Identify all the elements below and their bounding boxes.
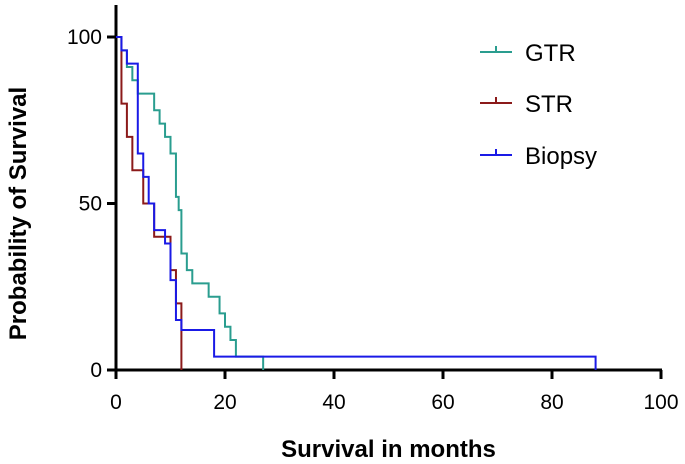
axes bbox=[114, 5, 662, 372]
ticks: 0 50 100 0 20 40 60 80 100 bbox=[67, 26, 679, 414]
series-line-biopsy bbox=[116, 36, 597, 370]
legend-label-str: STR bbox=[525, 91, 573, 118]
x-tick-label: 60 bbox=[431, 391, 454, 414]
series-lines bbox=[116, 36, 597, 370]
series-line-gtr bbox=[116, 36, 265, 370]
x-tick-label: 0 bbox=[110, 391, 122, 414]
x-tick-label: 100 bbox=[643, 391, 678, 414]
legend-label-gtr: GTR bbox=[525, 40, 576, 67]
x-axis-title: Survival in months bbox=[281, 436, 496, 463]
x-tick-label: 20 bbox=[213, 391, 236, 414]
y-tick-label: 0 bbox=[90, 359, 102, 382]
y-axis-title: Probability of Survival bbox=[5, 87, 32, 340]
y-tick-label: 100 bbox=[67, 26, 102, 49]
y-tick-label: 50 bbox=[79, 193, 102, 216]
x-tick-label: 40 bbox=[322, 391, 345, 414]
legend-label-biopsy: Biopsy bbox=[525, 143, 597, 170]
legend: GTR STR Biopsy bbox=[480, 40, 597, 170]
x-tick-label: 80 bbox=[540, 391, 563, 414]
